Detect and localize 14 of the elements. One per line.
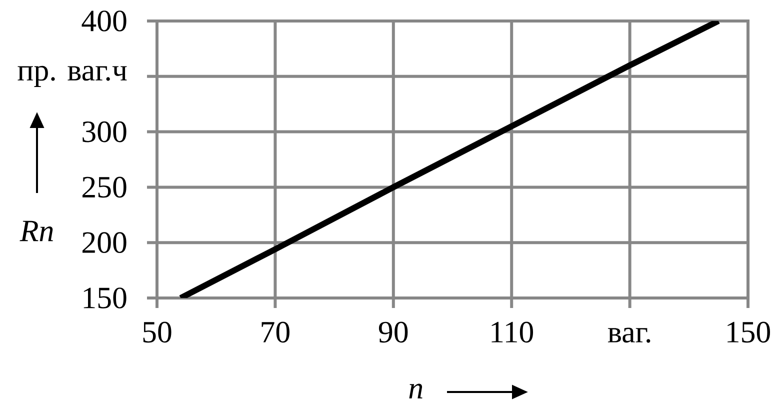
y-tick-label: пр. ваг.ч (18, 66, 127, 87)
x-tick-label: 150 (728, 322, 770, 343)
x-tick-label: 50 (143, 322, 172, 343)
y-tick-label: 200 (82, 232, 126, 254)
x-tick-label: 110 (492, 322, 534, 343)
x-tick-label: ваг. (608, 328, 650, 343)
y-tick-label: 400 (82, 10, 126, 32)
y-tick-label: 300 (82, 121, 126, 142)
y-tick-label: 150 (84, 288, 126, 308)
x-tick-label: 90 (378, 322, 408, 343)
x-axis-title: n (409, 384, 422, 398)
y-axis-title: Rn (20, 220, 53, 242)
x-tick-label: 70 (262, 322, 290, 343)
y-tick-label: 250 (82, 176, 126, 198)
